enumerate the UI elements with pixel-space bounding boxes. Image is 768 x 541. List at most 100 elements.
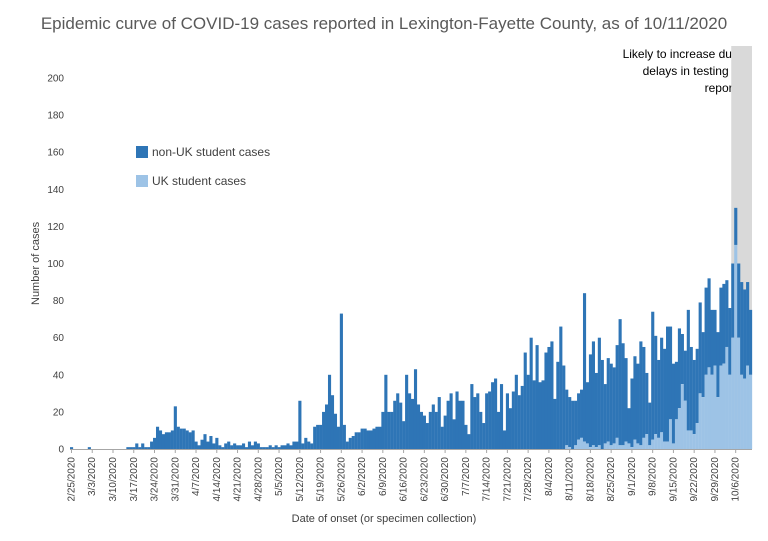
bar-non-uk — [206, 441, 210, 449]
bar-non-uk — [375, 426, 379, 449]
x-tick-label: 7/7/2020 — [461, 457, 472, 496]
bar-non-uk — [588, 354, 593, 448]
bar-non-uk — [153, 437, 157, 449]
bar-non-uk — [580, 389, 584, 438]
x-tick-label: 6/2/2020 — [357, 457, 368, 496]
bar-non-uk — [286, 443, 290, 449]
bar-non-uk — [221, 447, 225, 449]
bar-uk — [574, 445, 578, 449]
chart-title: Epidemic curve of COVID-19 cases reporte… — [40, 14, 728, 33]
bar-non-uk — [387, 411, 391, 449]
bar-non-uk — [325, 404, 329, 449]
bar-non-uk — [129, 447, 133, 449]
bar-non-uk — [292, 441, 296, 449]
bar-non-uk — [419, 411, 424, 449]
bar-non-uk — [458, 400, 462, 449]
x-tick-label: 3/24/2020 — [150, 457, 161, 502]
bar-non-uk — [182, 428, 186, 449]
bar-uk — [648, 445, 652, 449]
bar-non-uk — [455, 391, 459, 449]
bar-non-uk — [428, 411, 432, 449]
bar-non-uk — [393, 400, 397, 449]
x-tick-label: 7/14/2020 — [482, 457, 493, 502]
bar-non-uk — [372, 428, 376, 449]
bar-non-uk — [339, 313, 343, 449]
x-tick-label: 10/6/2020 — [731, 457, 742, 502]
bar-non-uk — [683, 350, 687, 401]
bar-non-uk — [449, 393, 453, 449]
y-tick-label: 100 — [47, 259, 64, 270]
bar-non-uk — [639, 341, 643, 446]
bar-non-uk — [686, 309, 690, 431]
x-tick-label: 5/12/2020 — [295, 457, 306, 502]
bar-uk — [734, 244, 738, 449]
bar-uk — [692, 434, 696, 449]
bar-non-uk — [707, 278, 711, 368]
bar-non-uk — [464, 424, 468, 449]
x-tick-label: 3/3/2020 — [87, 457, 98, 496]
x-tick-label: 3/17/2020 — [129, 457, 140, 502]
bar-non-uk — [568, 397, 572, 448]
bar-non-uk — [636, 363, 640, 444]
bar-non-uk — [523, 352, 527, 449]
bar-non-uk — [345, 441, 349, 449]
bar-non-uk — [230, 445, 234, 449]
bar-non-uk — [532, 380, 536, 449]
bar-uk — [701, 397, 705, 449]
bar-non-uk — [446, 400, 450, 449]
bar-non-uk — [544, 352, 548, 449]
bar-uk — [749, 374, 753, 449]
bar-non-uk — [627, 408, 631, 444]
bar-non-uk — [330, 395, 335, 449]
bar-uk — [722, 363, 726, 449]
bar-non-uk — [399, 402, 403, 449]
bar-non-uk — [571, 400, 575, 449]
bar-non-uk — [277, 447, 281, 449]
bar-non-uk — [147, 447, 151, 449]
legend-label-non-uk: non-UK student cases — [152, 144, 271, 159]
y-tick-label: 60 — [53, 333, 65, 344]
bar-non-uk — [680, 333, 684, 385]
bar-non-uk — [244, 447, 249, 449]
bar-non-uk — [671, 363, 676, 444]
bar-non-uk — [514, 374, 518, 449]
bar-non-uk — [606, 358, 610, 442]
bar-non-uk — [476, 393, 480, 449]
x-tick-label: 4/21/2020 — [233, 457, 244, 502]
bar-uk — [588, 447, 593, 449]
bar-non-uk — [416, 404, 421, 449]
bar-non-uk — [722, 283, 726, 364]
bar-non-uk — [612, 367, 616, 444]
bar-non-uk — [743, 289, 747, 379]
bar-uk — [612, 443, 616, 449]
y-tick-label: 0 — [58, 445, 64, 456]
x-tick-label: 6/9/2020 — [378, 457, 389, 496]
bar-uk — [660, 432, 664, 449]
bar-non-uk — [550, 341, 554, 449]
x-axis-label: Date of onset (or specimen collection) — [291, 513, 477, 525]
bar-uk — [645, 434, 649, 449]
bar-non-uk — [390, 411, 394, 449]
legend: non-UK student cases UK student cases — [136, 143, 270, 201]
bar-non-uk — [689, 346, 693, 431]
bar-non-uk — [289, 445, 293, 449]
bar-non-uk — [591, 341, 595, 446]
bar-non-uk — [600, 359, 604, 449]
bar-non-uk — [674, 361, 679, 420]
bar-non-uk — [307, 441, 311, 449]
x-tick-label: 9/15/2020 — [668, 457, 679, 502]
legend-label-uk: UK student cases — [152, 173, 247, 188]
bar-non-uk — [556, 361, 560, 449]
bar-non-uk — [597, 337, 601, 446]
bar-non-uk — [378, 426, 382, 449]
bar-uk — [716, 397, 720, 449]
legend-swatch-non-uk — [136, 145, 148, 158]
bar-non-uk — [259, 447, 263, 449]
bar-non-uk — [155, 426, 160, 449]
bar-non-uk — [233, 443, 237, 449]
bar-non-uk — [585, 382, 590, 444]
bar-non-uk — [319, 424, 323, 449]
bar-uk — [591, 445, 595, 449]
bar-non-uk — [716, 332, 720, 398]
bar-uk — [746, 365, 750, 449]
